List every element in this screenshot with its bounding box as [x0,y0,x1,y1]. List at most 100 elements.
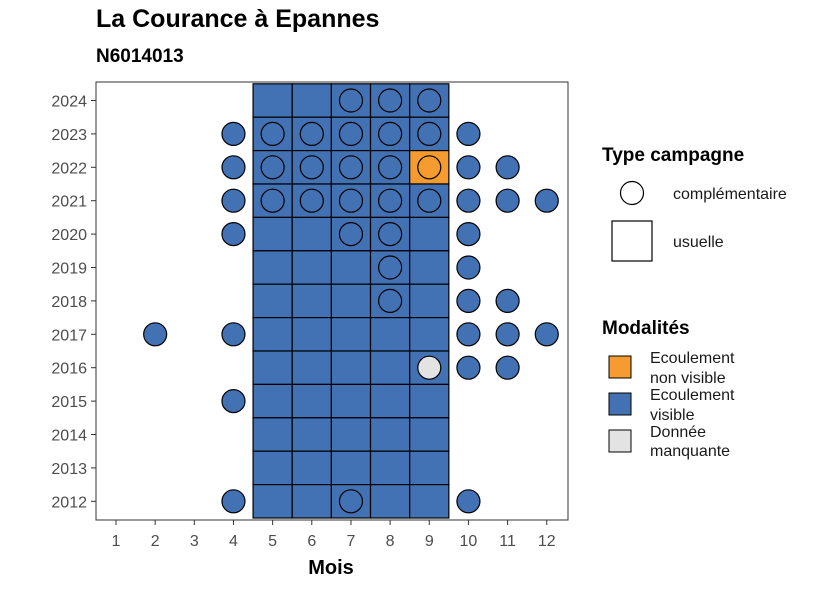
x-tick-label-3: 3 [190,533,199,550]
usuelle-square-2013-5 [252,450,293,486]
complementaire-circle-2015-4 [221,389,246,414]
legend-label-donnee-manquante-1: Donnée [650,424,706,441]
y-tick-label-2013: 2013 [51,461,87,478]
legend-type-campagne-title: Type campagne [602,145,744,166]
usuelle-square-2012-9 [409,484,450,519]
complementaire-circle-2023-5 [260,121,285,146]
complementaire-circle-2022-11 [495,155,520,180]
complementaire-circle-2024-8 [378,88,403,113]
y-tick-label-2019: 2019 [51,261,87,278]
chart-subtitle: N6014013 [96,46,184,67]
usuelle-square-2015-9 [409,383,450,419]
complementaire-circle-2016-10 [456,355,481,380]
complementaire-circle-2023-6 [299,121,324,146]
complementaire-circle-2012-4 [221,489,246,514]
usuelle-square-2017-7 [330,317,372,352]
usuelle-square-2017-9 [409,317,450,352]
complementaire-circle-2012-7 [338,489,364,514]
usuelle-square-2013-9 [409,450,450,486]
complementaire-circle-2018-8 [378,288,403,313]
complementaire-circle-2017-4 [221,322,246,347]
complementaire-circle-2023-7 [338,121,364,146]
legend-label-donnee-manquante-2: manquante [650,443,730,460]
usuelle-square-2017-5 [252,317,293,352]
x-tick-label-9: 9 [425,533,434,550]
legend-label-ecoulement-non-visible-2: non visible [650,370,726,387]
complementaire-circle-2021-5 [260,188,285,213]
usuelle-square-2015-8 [369,383,411,419]
usuelle-square-2020-5 [252,216,293,252]
legend-label-ecoulement-non-visible-1: Ecoulement [650,350,735,367]
complementaire-circle-2017-10 [456,322,481,347]
y-tick-label-2024: 2024 [51,94,87,111]
x-tick-label-7: 7 [347,533,356,550]
x-tick-label-8: 8 [386,533,395,550]
complementaire-circle-2023-10 [456,121,481,146]
legend-modalites-title: Modalités [602,318,690,339]
complementaire-circle-2017-12 [534,322,559,347]
complementaire-circle-2024-9 [417,88,442,113]
x-tick-label-6: 6 [307,533,316,550]
circles-layer [143,88,559,514]
usuelle-square-2018-7 [330,283,372,319]
complementaire-circle-2020-10 [456,222,481,247]
x-axis-title: Mois [308,557,354,579]
complementaire-circle-2020-8 [378,222,403,247]
complementaire-circle-2021-12 [534,188,559,213]
legend-type-campagne: Type campagne complémentaire usuelle [602,145,787,262]
usuelle-square-2015-5 [252,383,293,419]
complementaire-circle-2012-10 [456,489,481,514]
legend-circle-key [619,180,645,206]
usuelle-square-2016-6 [291,350,332,386]
usuelle-square-2012-8 [369,484,411,519]
y-tick-label-2016: 2016 [51,361,87,378]
usuelle-square-2013-6 [291,450,332,486]
y-tick-label-2015: 2015 [51,394,87,411]
complementaire-circle-2022-5 [260,155,285,180]
usuelle-square-2016-7 [330,350,372,386]
complementaire-circle-2022-10 [456,155,481,180]
complementaire-circle-2018-10 [456,288,481,313]
usuelle-square-2013-8 [369,450,411,486]
y-tick-label-2017: 2017 [51,327,87,344]
complementaire-circle-2024-7 [338,88,364,113]
usuelle-square-2019-5 [252,250,293,285]
x-tick-label-4: 4 [229,533,238,550]
complementaire-circle-2021-10 [456,188,481,213]
usuelle-square-2014-5 [252,417,293,452]
usuelle-square-2017-8 [369,317,411,352]
complementaire-circle-2023-4 [221,121,246,146]
x-tick-label-11: 11 [499,533,516,550]
usuelle-square-2018-9 [409,283,450,319]
complementaire-circle-2019-8 [378,255,403,280]
usuelle-square-2016-5 [252,350,293,386]
y-tick-label-2018: 2018 [51,294,87,311]
usuelle-square-2013-7 [330,450,372,486]
complementaire-circle-2017-11 [495,322,520,347]
usuelle-square-2020-9 [409,216,450,252]
y-tick-label-2014: 2014 [51,428,87,445]
usuelle-square-2024-6 [291,83,332,118]
legend-modalites: Modalités Ecoulement non visible Ecoulem… [602,318,735,460]
usuelle-square-2019-7 [330,250,372,285]
x-tick-label-5: 5 [268,533,277,550]
usuelle-square-2018-5 [252,283,293,319]
y-tick-label-2020: 2020 [51,227,87,244]
y-tick-label-2023: 2023 [51,127,87,144]
complementaire-circle-2020-7 [338,222,364,247]
usuelle-square-2016-8 [369,350,411,386]
x-tick-label-10: 10 [460,533,478,550]
complementaire-circle-2022-9 [417,155,442,180]
complementaire-circle-2021-6 [299,188,324,213]
complementaire-circle-2022-7 [338,155,364,180]
x-tick-label-1: 1 [112,533,121,550]
complementaire-circle-2017-2 [143,322,168,347]
complementaire-circle-2021-9 [417,188,442,213]
usuelle-square-2012-6 [291,484,332,519]
y-tick-label-2021: 2021 [51,194,87,211]
usuelle-square-2019-9 [409,250,450,285]
complementaire-circle-2022-8 [378,155,403,180]
complementaire-circle-2016-9 [417,355,442,380]
complementaire-circle-2019-10 [456,255,481,280]
